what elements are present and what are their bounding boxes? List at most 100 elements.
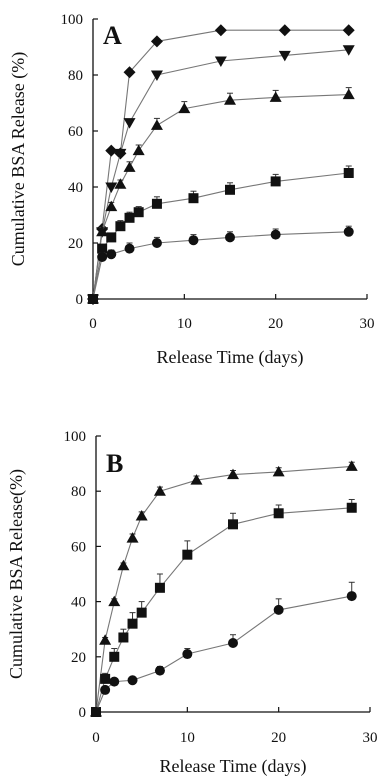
data-point: [150, 119, 163, 130]
series-circle: [88, 225, 354, 304]
series-triangle-up: [90, 460, 358, 717]
series-line: [92, 172, 349, 300]
series-line: [95, 595, 352, 713]
series-square: [91, 498, 357, 717]
data-point: [117, 559, 130, 571]
data-point: [228, 638, 238, 648]
x-axis-title: Release Time (days): [157, 347, 304, 368]
data-point: [342, 24, 355, 37]
data-point: [269, 91, 282, 102]
data-point: [127, 675, 138, 686]
y-axis-title: Cumulative BSA Release (%): [8, 52, 29, 266]
data-point: [114, 178, 127, 189]
data-point: [123, 161, 136, 172]
x-axis-title: Release Time (days): [160, 756, 307, 777]
data-point: [190, 474, 203, 485]
data-point: [214, 56, 227, 67]
y-tick-label: 100: [64, 429, 87, 445]
data-point: [99, 634, 112, 645]
y-tick-label: 60: [68, 124, 83, 140]
data-point: [126, 532, 139, 543]
y-axis-title: Cumulative BSA Release(%): [6, 469, 27, 679]
data-point: [133, 207, 144, 218]
data-point: [278, 24, 291, 37]
data-point: [123, 118, 136, 129]
data-point: [109, 651, 120, 662]
y-tick-label: 100: [61, 12, 84, 28]
series-square: [88, 165, 354, 304]
y-tick-label: 60: [71, 539, 86, 555]
data-point: [346, 502, 357, 513]
data-point: [151, 238, 162, 248]
data-point: [124, 243, 135, 254]
data-point: [124, 212, 135, 223]
data-point: [108, 595, 121, 607]
data-point: [278, 50, 291, 62]
y-tick-label: 80: [71, 484, 86, 500]
data-point: [114, 148, 127, 160]
y-tick-label: 40: [71, 595, 86, 611]
data-point: [96, 225, 109, 237]
data-point: [97, 243, 108, 254]
data-point: [182, 549, 193, 560]
data-point: [132, 144, 145, 156]
y-tick-label: 80: [68, 68, 83, 84]
data-point: [346, 591, 357, 602]
data-point: [105, 144, 118, 157]
data-point: [188, 235, 199, 246]
data-point: [88, 294, 98, 304]
data-point: [227, 468, 239, 480]
data-point: [154, 582, 165, 593]
data-point: [225, 184, 235, 195]
series-circle: [91, 581, 357, 717]
x-tick-label: 30: [363, 730, 378, 746]
series-triangle-up: [87, 87, 355, 304]
x-tick-label: 0: [89, 316, 97, 332]
data-point: [151, 198, 162, 209]
data-point: [150, 35, 163, 48]
data-point: [214, 24, 227, 37]
data-point: [343, 168, 354, 178]
data-point: [178, 102, 191, 114]
data-point: [228, 519, 238, 530]
y-tick-label: 40: [68, 180, 83, 196]
data-point: [105, 182, 118, 193]
x-tick-label: 20: [271, 730, 286, 746]
y-tick-label: 0: [76, 292, 84, 308]
data-point: [118, 632, 129, 643]
data-point: [150, 70, 163, 81]
x-tick-label: 30: [360, 316, 375, 332]
data-point: [224, 94, 236, 105]
chart-panel-b: 0 20 40 60 80 100 0 10 20 30 Release Time (days) Cu…: [6, 429, 378, 777]
data-point: [272, 465, 285, 477]
data-point: [97, 252, 108, 262]
series-triangle-down: [87, 45, 355, 305]
x-tick-label: 20: [268, 316, 283, 332]
data-point: [91, 707, 101, 717]
data-point: [109, 676, 120, 687]
x-tick-label: 10: [180, 730, 195, 746]
panel-label: A: [103, 21, 122, 50]
series-line: [92, 49, 349, 300]
data-point: [273, 508, 284, 519]
data-point: [342, 45, 355, 56]
data-point: [345, 460, 358, 471]
data-point: [225, 232, 235, 243]
series-line: [95, 465, 352, 713]
data-point: [343, 226, 354, 237]
data-point: [342, 88, 355, 100]
data-point: [188, 193, 199, 204]
data-point: [100, 673, 111, 684]
data-point: [105, 200, 118, 212]
data-point: [100, 684, 111, 695]
data-point: [270, 229, 281, 240]
data-point: [127, 618, 138, 629]
panel-label: B: [106, 449, 123, 478]
data-point: [106, 249, 117, 260]
data-point: [123, 66, 136, 79]
y-tick-label: 20: [68, 236, 83, 252]
chart-panel-a: 0 20 40 60 80 100 0 10 20 30 Release Time (days) Cu…: [8, 12, 375, 368]
data-point: [154, 665, 165, 676]
data-point: [106, 232, 117, 243]
